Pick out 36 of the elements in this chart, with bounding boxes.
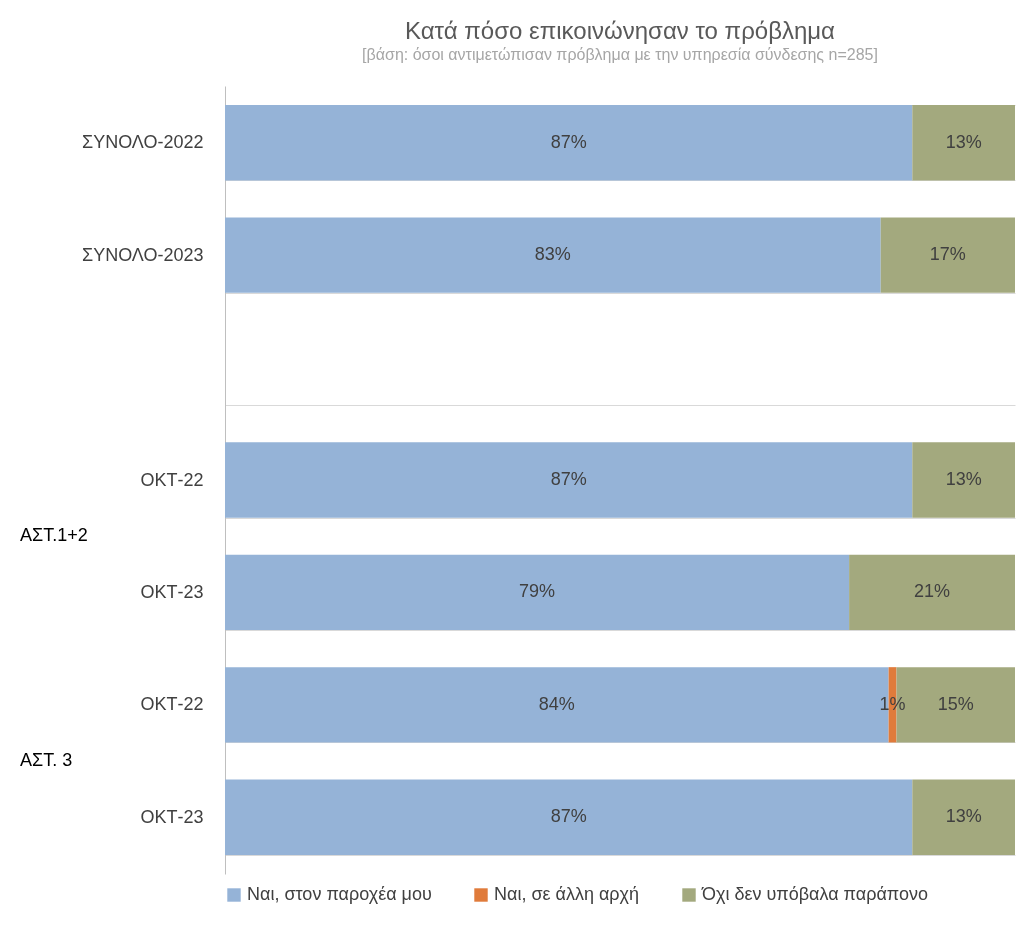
legend-label: Ναι, στον παροχέα μου xyxy=(247,884,432,904)
y-tick-label: ΣΥΝΟΛΟ-2022 xyxy=(82,132,204,153)
data-label: 87% xyxy=(550,131,587,152)
data-label: 84% xyxy=(538,693,575,714)
bar xyxy=(225,442,913,518)
bar xyxy=(225,105,913,181)
bar xyxy=(912,442,1015,518)
bar xyxy=(225,779,913,855)
y-tick-label: ΟΚΤ-23 xyxy=(140,581,204,602)
bar xyxy=(225,554,850,631)
y-tick-label: ΟΚΤ-22 xyxy=(140,694,204,715)
y-tick-label: ΟΚΤ-22 xyxy=(140,469,204,490)
bar xyxy=(912,105,1015,181)
bar xyxy=(880,217,1015,293)
data-label: 1% xyxy=(879,693,906,714)
data-label: 83% xyxy=(534,244,571,265)
data-label: 79% xyxy=(519,581,556,602)
text: ΑΣΤ. 3 xyxy=(20,749,73,770)
data-label: 15% xyxy=(937,693,974,714)
data-label: 17% xyxy=(929,244,966,265)
y-tick-label: ΣΥΝΟΛΟ-2023 xyxy=(82,244,204,265)
legend-label: Όχι δεν υπόβαλα παράπονο xyxy=(701,884,929,904)
bar xyxy=(225,217,881,293)
chart-subtitle: [βάση: όσοι αντιμετώπισαν πρόβλημα με την υπηρεσία σύνδεσης n=285] xyxy=(362,46,878,63)
data-label: 21% xyxy=(914,581,951,602)
data-label: 13% xyxy=(945,131,982,152)
data-label: 87% xyxy=(550,806,587,827)
data-label: 13% xyxy=(945,806,982,827)
text: ΑΣΤ.1+2 xyxy=(20,525,88,545)
bar xyxy=(849,554,1015,631)
legend-label: Ναι, σε άλλη αρχή xyxy=(494,884,640,904)
data-label: 87% xyxy=(550,469,587,489)
y-tick-label: ΟΚΤ-23 xyxy=(140,806,204,827)
bar xyxy=(912,779,1015,855)
chart-title: Κατά πόσο επικοινώνησαν το πρόβλημα xyxy=(405,17,836,44)
data-label: 13% xyxy=(945,469,982,489)
